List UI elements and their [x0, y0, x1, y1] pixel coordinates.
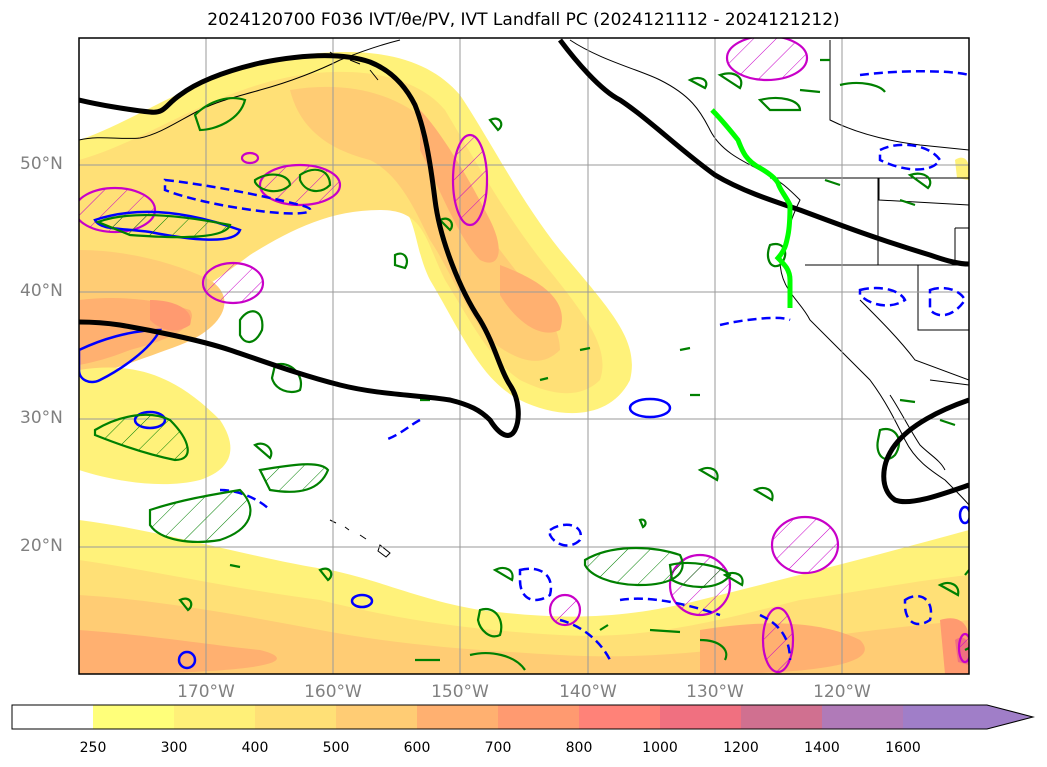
colorbar-tick-1600: 1600 [885, 740, 921, 756]
theta-e-contours [79, 38, 969, 674]
lat-label-30n: 30°N [20, 408, 63, 428]
ivt-shading [79, 51, 969, 674]
colorbar-tick-1400: 1400 [804, 740, 840, 756]
colorbar-tick-300: 300 [160, 740, 188, 756]
lon-label-160w: 160°W [304, 682, 362, 702]
lon-label-150w: 150°W [431, 682, 489, 702]
lat-label-50n: 50°N [20, 154, 63, 174]
lon-label-130w: 130°W [686, 682, 744, 702]
lat-label-20n: 20°N [20, 536, 63, 556]
colorbar [11, 704, 1035, 730]
colorbar-tick-1200: 1200 [723, 740, 759, 756]
pc-contour [79, 38, 969, 505]
positive-pv-contours [93, 58, 969, 671]
lat-label-40n: 40°N [20, 281, 63, 301]
colorbar-tick-500: 500 [322, 740, 350, 756]
colorbar-tick-600: 600 [403, 740, 431, 756]
negative-pv-contours [163, 70, 969, 661]
colorbar-tick-1000: 1000 [642, 740, 678, 756]
colorbar-tick-700: 700 [484, 740, 512, 756]
lon-label-120w: 120°W [813, 682, 871, 702]
lon-label-140w: 140°W [559, 682, 617, 702]
landfall-line [710, 108, 793, 308]
colorbar-tick-400: 400 [241, 740, 269, 756]
lon-label-170w: 170°W [177, 682, 235, 702]
map-frame [78, 37, 970, 675]
colorbar-tick-250: 250 [79, 740, 107, 756]
colorbar-tick-800: 800 [565, 740, 593, 756]
map-title: 2024120700 F036 IVT/θe/PV, IVT Landfall … [207, 10, 840, 30]
